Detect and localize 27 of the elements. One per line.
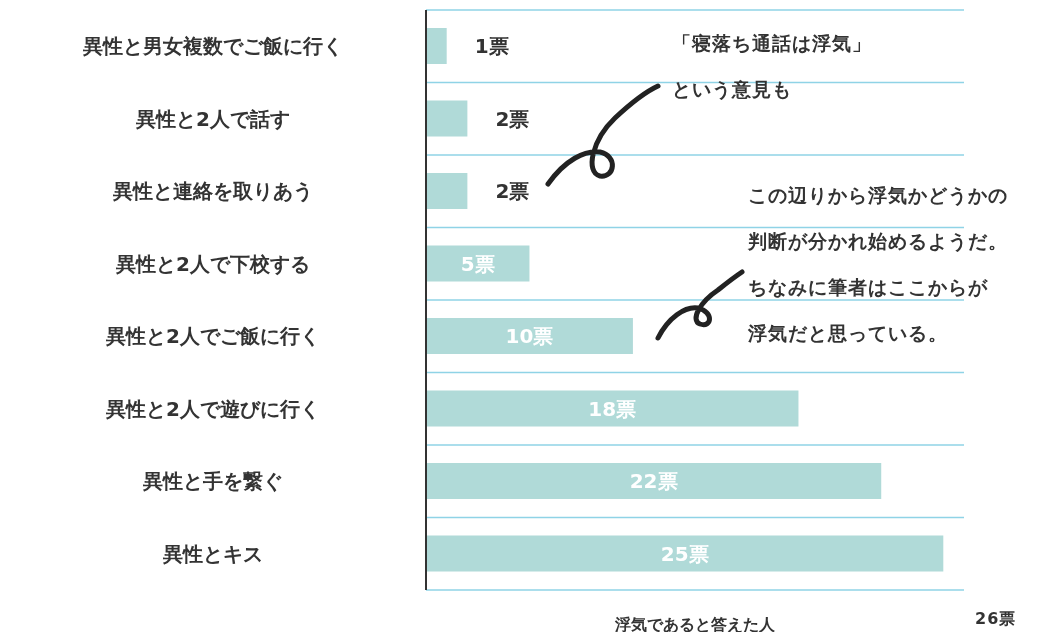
data-label: 22票 — [629, 469, 678, 493]
y-tick-label: 異性と2人で遊びに行く — [105, 396, 320, 421]
bar — [426, 390, 799, 427]
data-label: 2票 — [495, 106, 530, 131]
y-tick-label: 異性と連絡を取りあう — [112, 179, 313, 204]
text: 「寝落ち通話は浮気」という意見も — [672, 32, 872, 100]
bar — [426, 28, 447, 64]
text: 26票 — [975, 608, 1018, 630]
data-label: 1票 — [474, 34, 509, 58]
bar — [426, 173, 468, 209]
data-label: 18票 — [588, 396, 637, 421]
y-tick-label: 異性と2人で下校する — [115, 251, 310, 276]
data-label: 10票 — [505, 324, 554, 348]
bar — [426, 100, 468, 137]
data-label: 5票 — [460, 251, 495, 276]
text: この辺りから浮気かどうかの判断が分かれ始めるようだ。 — [748, 184, 1008, 252]
y-tick-label: 異性と手を繋ぐ — [142, 469, 283, 494]
data-label: 25票 — [660, 541, 709, 566]
bar — [426, 318, 633, 354]
y-tick-label: 異性と男女複数でご飯に行く — [82, 34, 343, 59]
bar — [426, 463, 882, 499]
bar — [426, 535, 944, 572]
data-label: 2票 — [495, 179, 530, 203]
text: ちなみに筆者はここからが浮気だと思っている。 — [748, 276, 988, 344]
y-tick-label: 異性と2人で話す — [135, 106, 290, 131]
y-tick-label: 異性と2人でご飯に行く — [105, 324, 320, 349]
y-tick-label: 異性とキス — [162, 541, 263, 566]
